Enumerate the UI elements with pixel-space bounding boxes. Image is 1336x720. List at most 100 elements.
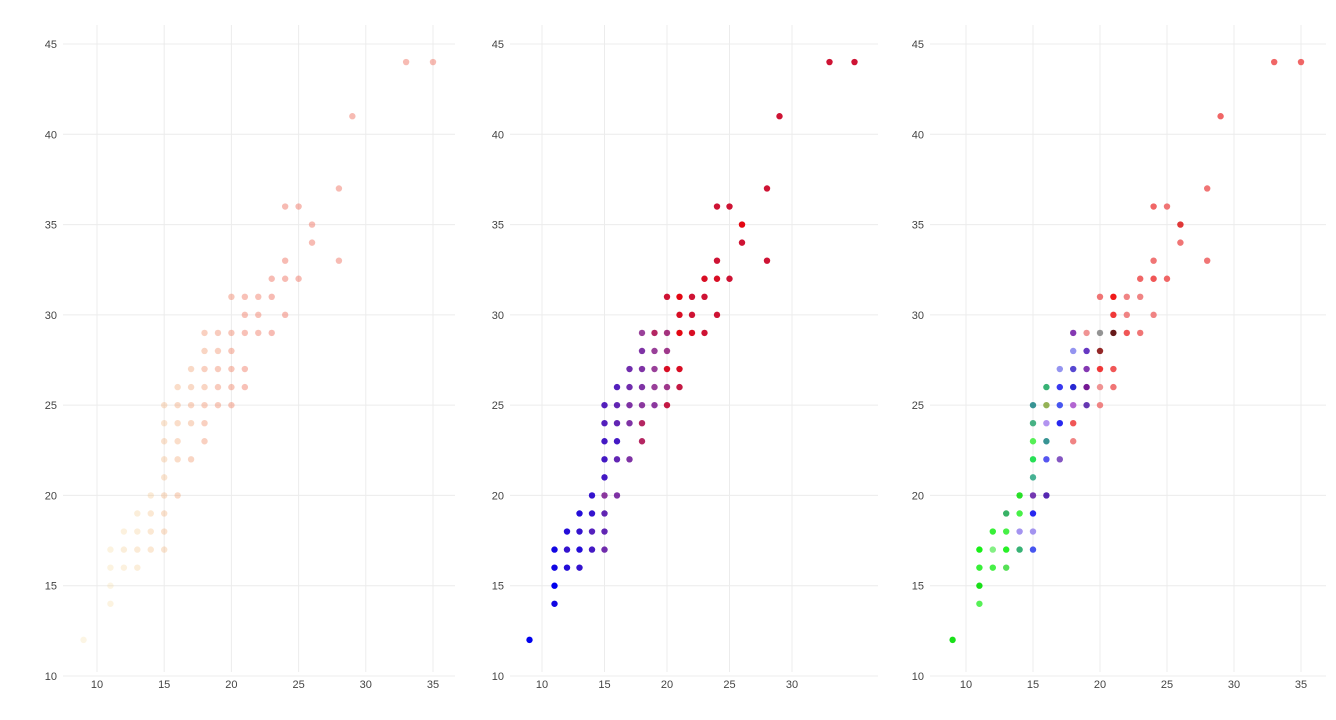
scatter-point	[1003, 528, 1010, 535]
scatter-point	[1056, 365, 1064, 373]
scatter-point	[1056, 456, 1064, 463]
scatter-point	[1150, 275, 1157, 282]
scatter-point	[241, 365, 249, 373]
scatter-point	[214, 329, 222, 337]
scatter-point	[120, 528, 128, 535]
scatter-point	[174, 383, 181, 391]
x-tick-label: 25	[1161, 679, 1173, 691]
scatter-point	[187, 365, 195, 373]
y-tick-label: 45	[912, 39, 924, 51]
scatter-point	[638, 401, 646, 409]
y-tick-label: 10	[492, 671, 504, 683]
scatter-point	[1137, 329, 1144, 337]
scatter-point	[588, 528, 596, 535]
scatter-point	[713, 203, 721, 210]
scatter-point	[1096, 347, 1104, 355]
scatter-point	[613, 456, 621, 463]
scatter-point	[713, 311, 721, 319]
y-tick-label: 15	[45, 581, 57, 593]
scatter-point	[763, 257, 771, 264]
scatter-point	[576, 546, 583, 553]
scatter-point	[626, 365, 633, 373]
scatter-point	[201, 438, 208, 445]
scatter-point	[1056, 401, 1064, 409]
scatter-point	[601, 420, 608, 427]
scatter-point	[241, 383, 249, 391]
y-tick-label: 25	[492, 400, 504, 412]
y-tick-label: 35	[912, 220, 924, 232]
scatter-point	[588, 510, 596, 517]
scatter-point	[663, 365, 671, 373]
y-tick-label: 40	[912, 129, 924, 141]
scatter-point	[1043, 401, 1050, 409]
scatter-point	[161, 420, 168, 427]
scatter-point	[161, 438, 168, 445]
scatter-panel-3: 10 15 20 25 30 35 40 45 10 15 20 25 30 35	[912, 25, 1326, 691]
y-tick-label: 20	[912, 490, 924, 502]
x-tick-label: 10	[91, 679, 103, 691]
scatter-point	[626, 456, 633, 463]
x-tick-label: 20	[661, 679, 673, 691]
x-tick-label: 20	[1094, 679, 1106, 691]
scatter-point	[1083, 329, 1090, 337]
scatter-point	[601, 492, 608, 499]
scatter-point	[228, 365, 235, 373]
scatter-point	[241, 311, 249, 319]
scatter-point	[601, 528, 608, 535]
scatter-point	[551, 600, 558, 607]
scatter-point	[1003, 546, 1010, 553]
scatter-point	[295, 203, 302, 210]
scatter-point	[1070, 420, 1077, 427]
scatter-point	[1217, 113, 1224, 120]
scatter-point	[255, 293, 262, 300]
y-tick-label: 35	[45, 220, 57, 232]
scatter-point	[228, 401, 235, 409]
scatter-point	[349, 113, 356, 120]
scatter-point	[551, 582, 558, 589]
scatter-point	[308, 221, 316, 228]
scatter-point	[134, 564, 141, 571]
scatter-point	[120, 564, 128, 571]
scatter-point	[1123, 311, 1131, 319]
scatter-point	[1096, 329, 1104, 337]
x-tick-label: 10	[960, 679, 972, 691]
scatter-point	[638, 420, 646, 427]
scatter-point	[613, 438, 621, 445]
scatter-point	[663, 401, 671, 409]
scatter-point	[1110, 365, 1117, 373]
y-tick-label: 30	[912, 310, 924, 322]
scatter-point	[1096, 383, 1104, 391]
scatter-point	[613, 492, 621, 499]
scatter-point	[626, 401, 633, 409]
scatter-point	[335, 257, 343, 264]
scatter-point	[1016, 528, 1023, 535]
x-tick-label: 25	[292, 679, 304, 691]
scatter-point	[1029, 456, 1037, 463]
scatter-panel-1: 10 15 20 25 30 35 40 45 10 15 20 25 30 35	[45, 25, 455, 691]
scatter-point	[214, 365, 222, 373]
scatter-point	[551, 546, 558, 553]
y-tick-label: 25	[45, 400, 57, 412]
scatter-point	[174, 420, 181, 427]
scatter-point	[1070, 401, 1077, 409]
scatter-point	[638, 365, 646, 373]
scatter-point	[601, 456, 608, 463]
scatter-point	[1163, 275, 1171, 282]
scatter-point	[663, 329, 671, 337]
scatter-point	[613, 383, 621, 391]
scatter-point	[187, 456, 195, 463]
scatter-point	[989, 528, 996, 535]
scatter-point	[949, 636, 956, 644]
scatter-point	[651, 401, 658, 409]
scatter-point	[402, 58, 410, 66]
scatter-point	[1123, 329, 1131, 337]
scatter-point	[776, 113, 783, 120]
scatter-point	[601, 510, 608, 517]
scatter-point	[1110, 293, 1117, 300]
y-tick-label: 45	[492, 39, 504, 51]
scatter-point	[551, 564, 558, 571]
scatter-point	[989, 564, 996, 571]
scatter-point	[1016, 546, 1023, 553]
scatter-point	[576, 510, 583, 517]
x-tick-label: 35	[427, 679, 439, 691]
